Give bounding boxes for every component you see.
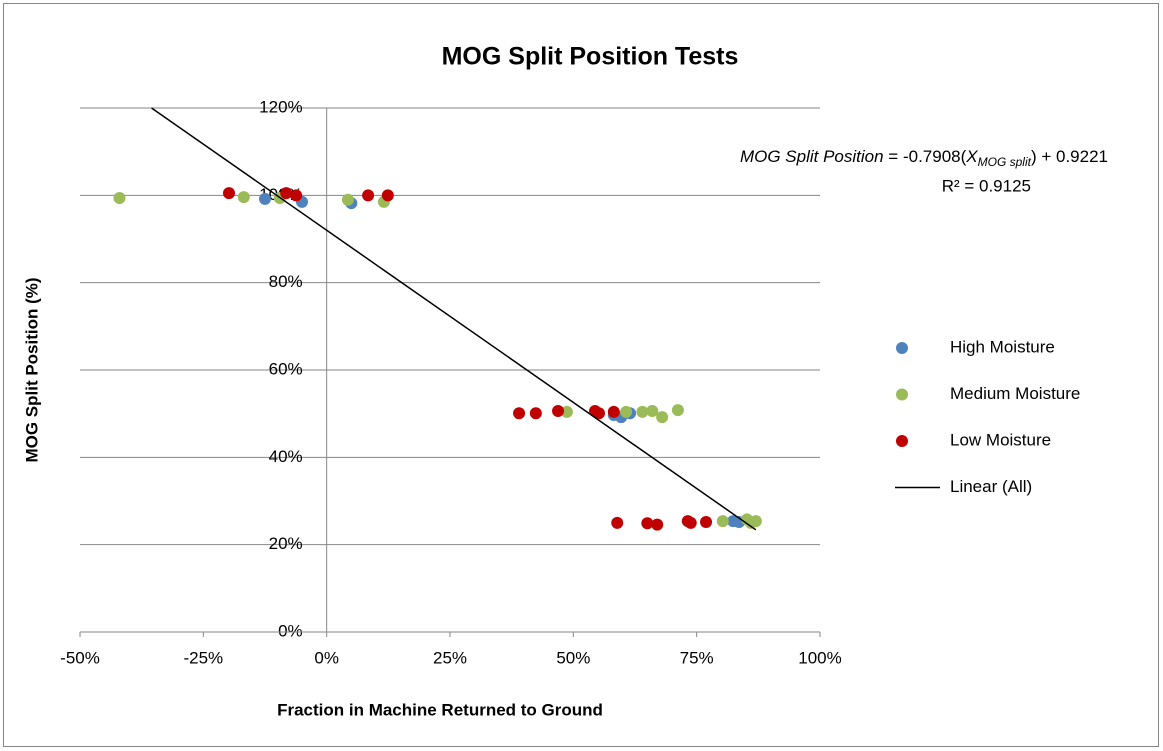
point xyxy=(716,515,729,528)
chart-title: MOG Split Position Tests xyxy=(442,43,739,71)
y-tick-label: 80% xyxy=(269,272,303,291)
x-tick-label: 50% xyxy=(556,648,590,667)
trend-equation: MOG Split Position = -0.7908(XMOG split)… xyxy=(740,147,1108,169)
legend-label: High Moisture xyxy=(950,337,1055,356)
r-squared: R² = 0.9125 xyxy=(942,176,1031,195)
y-tick-label: 40% xyxy=(269,447,303,466)
eq-part: = -0.7908( xyxy=(884,147,967,166)
point xyxy=(611,516,624,529)
point xyxy=(700,515,713,528)
point xyxy=(651,518,664,531)
point xyxy=(592,407,605,420)
legend-marker xyxy=(896,435,908,447)
eq-sub: MOG split xyxy=(978,155,1032,169)
legend-label: Medium Moisture xyxy=(950,384,1080,403)
point xyxy=(749,515,762,528)
point xyxy=(620,405,633,418)
point xyxy=(671,404,684,417)
point xyxy=(259,192,271,205)
x-axis-title: Fraction in Machine Returned to Ground xyxy=(277,700,603,719)
y-tick-label: 60% xyxy=(269,359,303,378)
eq-var: X xyxy=(965,147,978,166)
point xyxy=(381,189,394,202)
point xyxy=(290,189,303,202)
point xyxy=(684,516,697,529)
x-tick-label: -25% xyxy=(183,648,223,667)
y-axis-title: MOG Split Position (%) xyxy=(22,277,41,462)
point xyxy=(362,189,375,202)
x-tick-label: 0% xyxy=(314,648,339,667)
point xyxy=(280,187,293,200)
x-tick-label: -50% xyxy=(60,648,100,667)
point xyxy=(636,405,649,418)
x-tick-label: 75% xyxy=(680,648,714,667)
legend-marker xyxy=(896,342,908,354)
legend-label: Low Moisture xyxy=(950,430,1051,449)
point xyxy=(222,187,235,200)
chart-border xyxy=(3,3,1159,747)
point xyxy=(656,411,669,424)
point xyxy=(607,405,620,418)
x-tick-label: 100% xyxy=(798,648,841,667)
y-tick-label: 0% xyxy=(278,621,303,640)
point xyxy=(529,407,542,420)
trendline xyxy=(151,107,757,531)
legend-label: Linear (All) xyxy=(950,477,1032,496)
eq-tail: ) + 0.9221 xyxy=(1031,147,1108,166)
point xyxy=(552,405,565,418)
point xyxy=(113,191,126,204)
point xyxy=(646,405,659,418)
point xyxy=(560,405,573,418)
x-tick-label: 25% xyxy=(433,648,467,667)
point xyxy=(341,193,354,206)
y-tick-label: 20% xyxy=(269,534,303,553)
legend-marker xyxy=(896,388,908,401)
point xyxy=(237,191,250,204)
point xyxy=(641,517,654,530)
point xyxy=(513,407,526,420)
eq-name: MOG Split Position xyxy=(740,147,884,166)
y-tick-label: 120% xyxy=(259,97,302,116)
